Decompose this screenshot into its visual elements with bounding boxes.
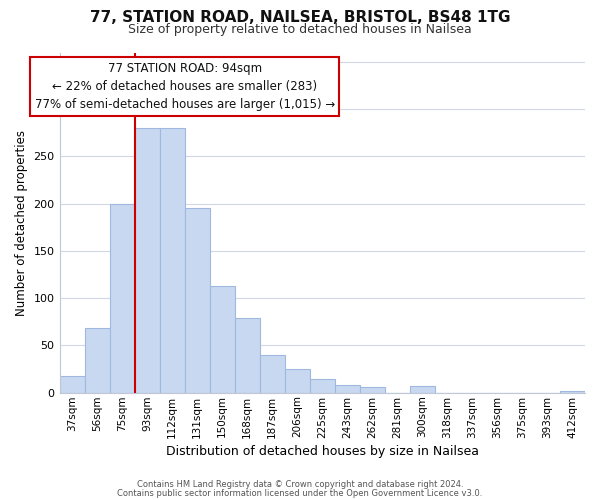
Bar bbox=[310, 380, 335, 392]
Bar bbox=[185, 208, 209, 392]
Y-axis label: Number of detached properties: Number of detached properties bbox=[15, 130, 28, 316]
Text: Contains public sector information licensed under the Open Government Licence v3: Contains public sector information licen… bbox=[118, 488, 482, 498]
Bar bbox=[410, 386, 435, 392]
Text: 77 STATION ROAD: 94sqm
← 22% of detached houses are smaller (283)
77% of semi-de: 77 STATION ROAD: 94sqm ← 22% of detached… bbox=[35, 62, 335, 111]
Bar bbox=[160, 128, 185, 392]
Text: Size of property relative to detached houses in Nailsea: Size of property relative to detached ho… bbox=[128, 22, 472, 36]
Text: Contains HM Land Registry data © Crown copyright and database right 2024.: Contains HM Land Registry data © Crown c… bbox=[137, 480, 463, 489]
Bar bbox=[285, 369, 310, 392]
X-axis label: Distribution of detached houses by size in Nailsea: Distribution of detached houses by size … bbox=[166, 444, 479, 458]
Bar bbox=[209, 286, 235, 393]
Bar bbox=[235, 318, 260, 392]
Bar bbox=[360, 387, 385, 392]
Bar bbox=[134, 128, 160, 392]
Text: 77, STATION ROAD, NAILSEA, BRISTOL, BS48 1TG: 77, STATION ROAD, NAILSEA, BRISTOL, BS48… bbox=[90, 10, 510, 25]
Bar bbox=[335, 385, 360, 392]
Bar bbox=[560, 391, 585, 392]
Bar bbox=[85, 328, 110, 392]
Bar bbox=[110, 204, 134, 392]
Bar bbox=[59, 376, 85, 392]
Bar bbox=[260, 355, 285, 393]
